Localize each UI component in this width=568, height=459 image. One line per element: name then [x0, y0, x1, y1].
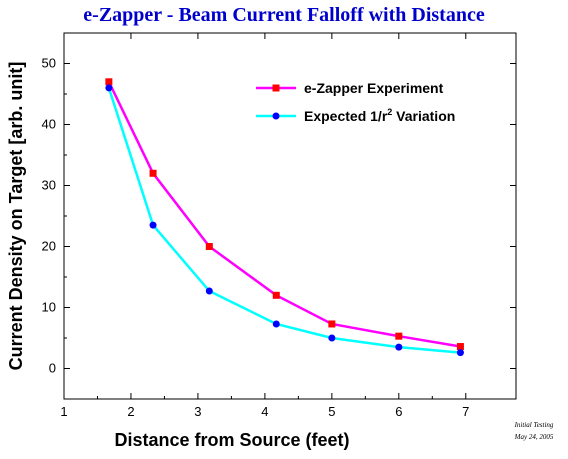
x-tick-label: 6: [395, 404, 402, 419]
y-axis-title: Current Density on Target [arb. unit]: [6, 62, 26, 371]
series-layer: [105, 78, 464, 357]
annotation-line-1: Initial Testing: [514, 421, 554, 429]
data-point-circle: [149, 221, 157, 229]
x-tick-label: 4: [261, 404, 268, 419]
x-tick-label: 7: [462, 404, 469, 419]
data-point-square: [272, 291, 280, 299]
y-tick-label: 0: [49, 361, 56, 376]
y-tick-label: 40: [42, 117, 56, 132]
data-point-square: [105, 78, 113, 86]
legend-suffix: Variation: [392, 108, 455, 124]
legend: e-Zapper Experiment Expected 1/r2 Variati…: [256, 80, 455, 124]
series-line-2: [107, 87, 461, 354]
x-tick-label: 5: [328, 404, 335, 419]
data-point-square: [149, 169, 157, 177]
legend-label-1: e-Zapper Experiment: [304, 80, 444, 96]
data-point-square: [328, 320, 336, 328]
x-axis-title: Distance from Source (feet): [114, 430, 349, 450]
data-point-circle: [395, 343, 403, 351]
data-point-square: [395, 332, 403, 340]
x-tick-label: 3: [194, 404, 201, 419]
annotation-line-2: May 24, 2005: [514, 433, 554, 441]
data-point-circle: [205, 287, 213, 295]
data-point-square: [205, 243, 213, 250]
data-point-circle: [105, 84, 113, 92]
y-tick-label: 50: [42, 56, 56, 71]
legend-label-2: Expected 1/r2 Variation: [304, 107, 455, 124]
y-tick-label: 20: [42, 239, 56, 254]
data-point-circle: [328, 334, 336, 342]
data-point-circle: [272, 320, 280, 328]
legend-marker-circle: [272, 112, 280, 120]
legend-marker-square: [272, 84, 280, 92]
chart-title: e-Zapper - Beam Current Falloff with Dis…: [83, 4, 485, 26]
y-tick-label: 30: [42, 178, 56, 193]
axis-ticks: 1 2 3 4 5 6 7 0 10 20 30 40 50: [42, 32, 516, 419]
legend-superscript: 2: [387, 107, 392, 117]
data-point-square: [456, 343, 464, 351]
y-tick-label: 10: [42, 300, 56, 315]
x-tick-label: 1: [60, 404, 67, 419]
data-point-circle: [456, 349, 464, 357]
x-tick-label: 2: [127, 404, 134, 419]
